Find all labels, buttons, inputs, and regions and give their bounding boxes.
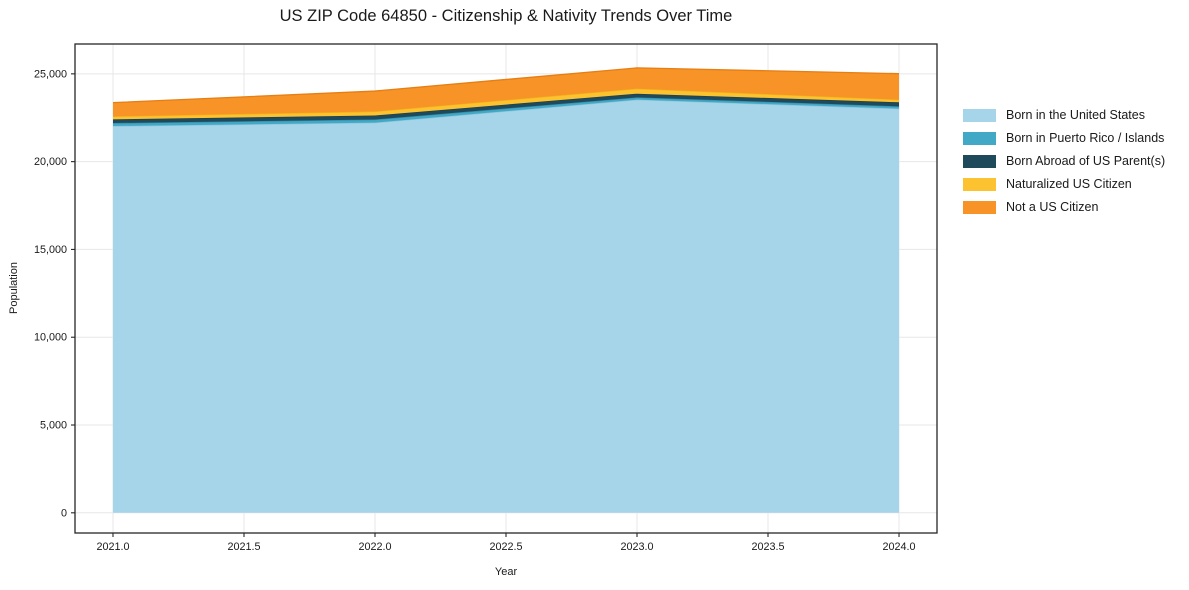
svg-text:15,000: 15,000 — [34, 244, 67, 256]
area-series-3 — [112, 88, 900, 120]
legend: Born in the United States Born in Puerto… — [963, 109, 1165, 224]
svg-text:2024.0: 2024.0 — [882, 541, 915, 553]
legend-swatch-icon — [963, 155, 996, 168]
legend-label: Born Abroad of US Parent(s) — [1006, 154, 1166, 168]
legend-item: Not a US Citizen — [963, 201, 1165, 214]
svg-text:2022.5: 2022.5 — [489, 541, 522, 553]
legend-item: Born Abroad of US Parent(s) — [963, 155, 1165, 168]
svg-text:20,000: 20,000 — [34, 156, 67, 168]
x-axis-label: Year — [494, 566, 518, 578]
legend-label: Born in the United States — [1006, 108, 1145, 122]
area-series-4 — [112, 67, 900, 117]
legend-swatch-icon — [963, 178, 996, 191]
chart-title: US ZIP Code 64850 - Citizenship & Nativi… — [279, 7, 733, 25]
area-series-2 — [112, 93, 900, 124]
legend-label: Not a US Citizen — [1006, 200, 1099, 214]
legend-item: Naturalized US Citizen — [963, 178, 1165, 191]
legend-swatch-icon — [963, 132, 996, 145]
legend-swatch-icon — [963, 201, 996, 214]
legend-label: Naturalized US Citizen — [1006, 177, 1132, 191]
svg-text:2023.0: 2023.0 — [620, 541, 653, 553]
svg-text:2022.0: 2022.0 — [358, 541, 391, 553]
tick-labels: 2021.0 2021.5 2022.0 2022.5 2023.0 2023.5 2024… — [34, 68, 916, 553]
area-series-0 — [112, 99, 900, 513]
svg-text:2021.0: 2021.0 — [96, 541, 129, 553]
svg-text:25,000: 25,000 — [34, 68, 67, 80]
svg-text:0: 0 — [61, 507, 67, 519]
legend-label: Born in Puerto Rico / Islands — [1006, 131, 1165, 145]
svg-text:2021.5: 2021.5 — [227, 541, 260, 553]
tick-marks — [71, 73, 900, 537]
legend-item: Born in Puerto Rico / Islands — [963, 132, 1165, 145]
y-axis-label: Population — [8, 262, 20, 314]
svg-text:2023.5: 2023.5 — [751, 541, 784, 553]
legend-swatch-icon — [963, 109, 996, 122]
area-series-4-edge — [112, 67, 900, 104]
svg-text:10,000: 10,000 — [34, 332, 67, 344]
svg-text:5,000: 5,000 — [40, 420, 67, 432]
area-series-1 — [112, 97, 900, 126]
legend-item: Born in the United States — [963, 109, 1165, 122]
